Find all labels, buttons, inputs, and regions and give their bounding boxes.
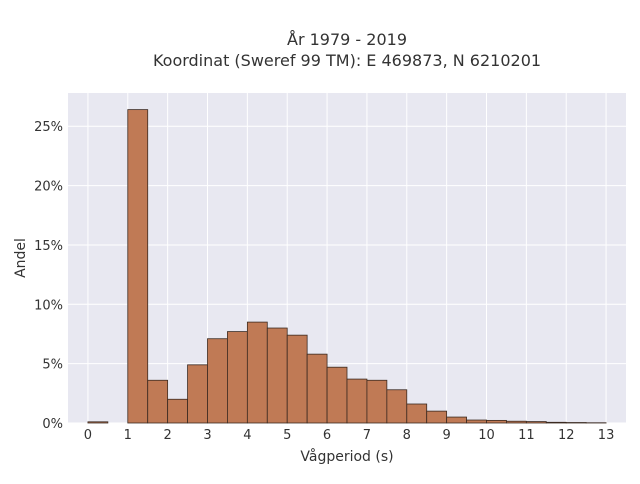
x-tick-label: 1 xyxy=(124,428,132,443)
y-tick-label: 15% xyxy=(34,239,63,254)
x-tick-label: 0 xyxy=(84,428,92,443)
x-tick-label: 9 xyxy=(443,428,451,443)
histogram-bar xyxy=(367,380,387,423)
histogram-bar xyxy=(188,365,208,423)
x-tick-label: 10 xyxy=(478,428,495,443)
chart-title-line-1: År 1979 - 2019 xyxy=(287,30,407,49)
histogram-bar xyxy=(327,367,347,423)
histogram-bar xyxy=(427,411,447,423)
histogram-bar xyxy=(208,339,228,423)
histogram-bar xyxy=(128,110,148,423)
histogram-bar xyxy=(526,422,546,423)
y-tick-label: 20% xyxy=(34,180,63,195)
x-axis-label: Vågperiod (s) xyxy=(300,448,393,465)
y-axis-ticks: 0% 5% 10% 15% 20% 25% xyxy=(34,120,63,432)
x-tick-label: 7 xyxy=(363,428,371,443)
histogram-bar xyxy=(148,380,168,423)
histogram-bar xyxy=(267,328,287,423)
y-tick-label: 0% xyxy=(42,417,63,432)
y-tick-label: 25% xyxy=(34,120,63,135)
histogram-bar xyxy=(227,332,247,423)
histogram-bar xyxy=(487,420,507,423)
x-tick-label: 2 xyxy=(164,428,172,443)
histogram-bar xyxy=(407,404,427,423)
y-tick-label: 5% xyxy=(42,358,63,373)
x-tick-label: 12 xyxy=(558,428,575,443)
histogram-bar xyxy=(168,399,188,423)
histogram-bar xyxy=(287,335,307,423)
histogram-bar xyxy=(506,421,526,423)
y-axis-label: Andel xyxy=(13,238,29,278)
histogram-bar xyxy=(467,420,487,423)
y-tick-label: 10% xyxy=(34,298,63,313)
histogram-bar xyxy=(447,417,467,423)
histogram-bar xyxy=(307,354,327,423)
chart-title-line-2: Koordinat (Sweref 99 TM): E 469873, N 62… xyxy=(153,51,541,70)
x-tick-label: 6 xyxy=(323,428,331,443)
x-tick-label: 5 xyxy=(283,428,291,443)
x-tick-label: 11 xyxy=(518,428,535,443)
histogram-bar xyxy=(546,422,566,423)
histogram-bar xyxy=(88,422,108,423)
histogram-bar xyxy=(387,390,407,423)
x-tick-label: 4 xyxy=(243,428,251,443)
histogram-bar xyxy=(247,322,267,423)
x-tick-label: 8 xyxy=(403,428,411,443)
histogram-bar xyxy=(347,379,367,423)
x-tick-label: 13 xyxy=(598,428,615,443)
x-tick-label: 3 xyxy=(203,428,211,443)
